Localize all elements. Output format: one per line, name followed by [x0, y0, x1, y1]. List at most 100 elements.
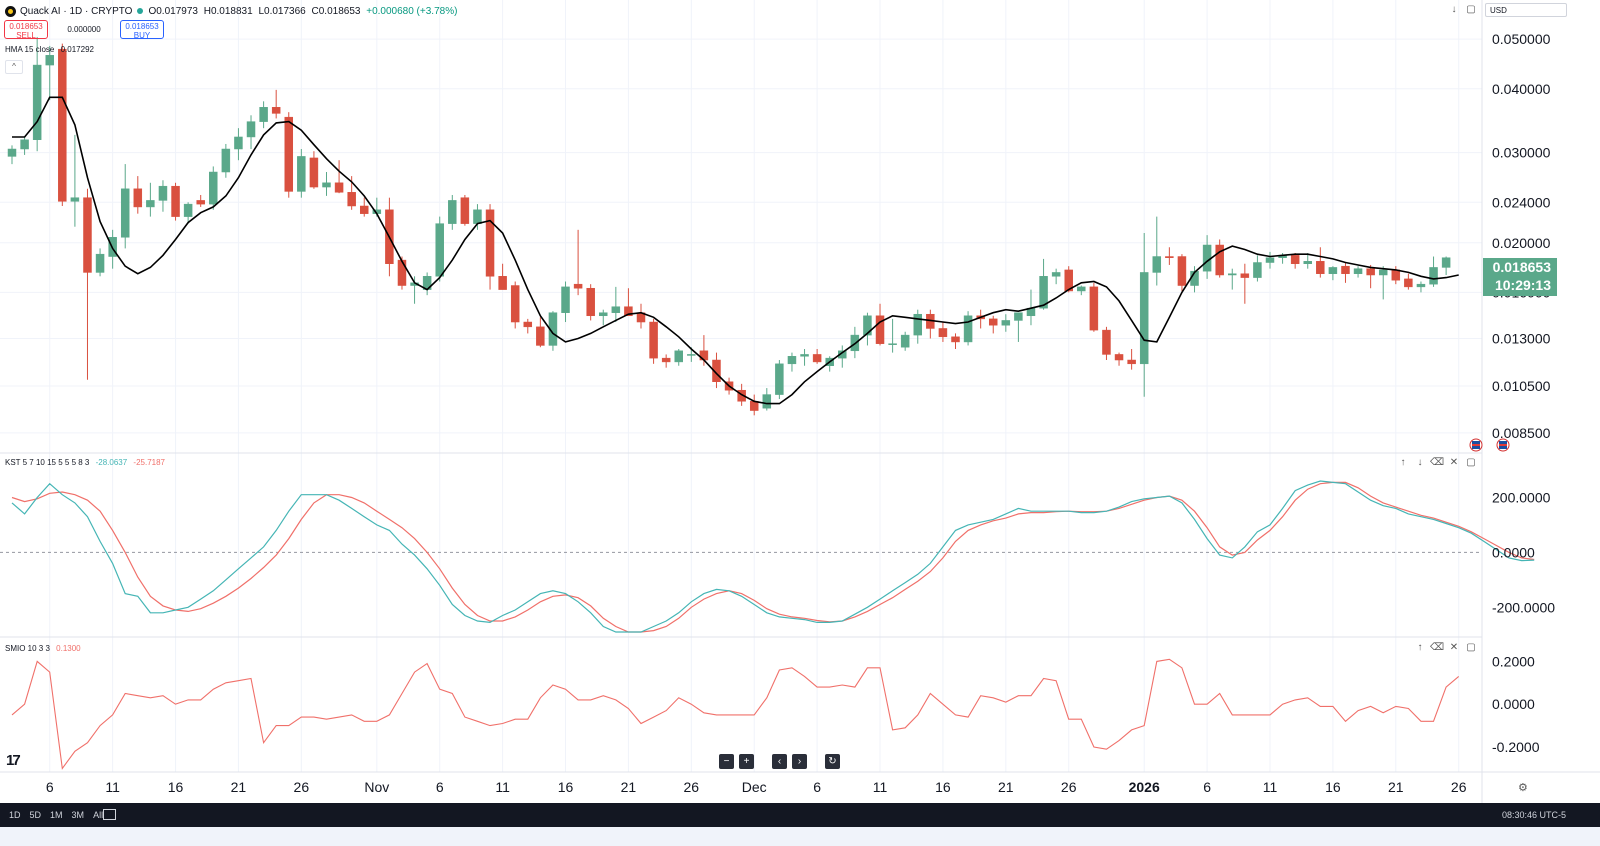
sell-button[interactable]: 0.018653 SELL — [4, 20, 48, 40]
candle-body — [951, 336, 960, 343]
settings-gear-icon[interactable]: ⚙ — [1518, 782, 1528, 794]
candle — [1328, 266, 1338, 281]
candle-body — [1001, 320, 1011, 326]
candle-body — [234, 136, 243, 150]
candle — [775, 360, 784, 400]
candle-body — [158, 185, 168, 201]
candle — [70, 134, 80, 227]
hma-label: HMA 15 close — [5, 45, 55, 54]
candle — [1228, 268, 1237, 290]
candle-body — [888, 343, 897, 345]
candle — [913, 309, 923, 344]
candle-body — [397, 259, 407, 286]
candle — [850, 326, 860, 359]
collapse-icon[interactable]: ✕ — [1449, 642, 1459, 653]
reset-chart-icon[interactable]: ↻ — [825, 754, 840, 769]
move-up-icon[interactable]: ↑ — [1400, 457, 1406, 468]
candle — [523, 318, 533, 334]
move-down-icon[interactable]: ↓ — [1451, 4, 1457, 15]
candle-body — [712, 359, 721, 383]
smio-pane — [11, 658, 1460, 770]
candle — [548, 311, 558, 351]
range-button-3m[interactable]: 3M — [71, 810, 85, 820]
candle — [448, 194, 457, 230]
zoom-in-icon[interactable]: + — [739, 754, 754, 769]
range-button-5d[interactable]: 5D — [29, 810, 42, 820]
hma-value: 0.017292 — [60, 45, 94, 54]
range-button-1d[interactable]: 1D — [9, 810, 21, 820]
zoom-scroll-controls: − + ‹ › ↻ — [719, 754, 840, 769]
candle — [1114, 352, 1124, 366]
candle-body — [1328, 267, 1338, 274]
time-tick-label: 6 — [1203, 779, 1211, 795]
candle — [536, 317, 545, 348]
move-down-icon[interactable]: ↓ — [1417, 457, 1423, 468]
kst-legend[interactable]: KST 5 7 10 15 5 5 5 8 3 -28.0637 -25.718… — [5, 458, 169, 467]
candle — [1215, 239, 1224, 278]
candle — [1404, 273, 1413, 290]
candle — [1378, 266, 1388, 300]
candle-body — [812, 354, 822, 363]
open-value: O0.017973 — [148, 5, 198, 17]
candle — [863, 312, 872, 346]
candle-body — [309, 157, 319, 188]
delete-icon[interactable]: ⌫ — [1430, 457, 1445, 468]
candle — [209, 166, 218, 210]
candle — [460, 194, 470, 226]
smio-tick-label: -0.2000 — [1492, 739, 1540, 755]
candle-body — [284, 116, 294, 192]
range-button-1m[interactable]: 1M — [50, 810, 63, 820]
range-button-all[interactable]: All — [93, 810, 104, 820]
candle — [926, 309, 935, 339]
time-tick-label: 16 — [558, 779, 574, 795]
maximize-icon[interactable]: ▢ — [1466, 4, 1476, 15]
candle-body — [271, 107, 281, 114]
price-axis-labels: 0.050000 0.040000 0.030000 0.024000 0.020000… — [1492, 31, 1555, 755]
candle-body — [863, 315, 872, 336]
candle-body — [1228, 273, 1237, 276]
candle-body — [259, 107, 268, 122]
candle-body — [1265, 257, 1275, 263]
candle-body — [1014, 312, 1023, 321]
candle-body — [58, 48, 67, 202]
candle — [1240, 263, 1250, 304]
us-flag-icon[interactable] — [1496, 438, 1510, 452]
delete-icon[interactable]: ⌫ — [1430, 642, 1445, 653]
candle-body — [1152, 256, 1162, 273]
candle-body — [498, 276, 507, 290]
scroll-right-icon[interactable]: › — [792, 754, 807, 769]
smio-legend[interactable]: SMIO 10 3 3 0.1300 — [5, 644, 85, 653]
candle — [171, 182, 180, 221]
hma-legend[interactable]: HMA 15 close 0.017292 — [5, 45, 98, 54]
candle-body — [963, 315, 973, 343]
maximize-icon[interactable]: ▢ — [1466, 457, 1476, 468]
collapse-legend-button[interactable]: ^ — [5, 60, 23, 74]
market-status-icon — [137, 8, 144, 14]
calendar-icon[interactable] — [103, 809, 116, 820]
currency-select[interactable]: USD — [1485, 3, 1567, 17]
time-tick-label: 21 — [998, 779, 1014, 795]
tradingview-logo-icon[interactable]: 17 — [6, 752, 21, 769]
candle-body — [246, 121, 256, 138]
main-pane-controls: ↓ ▢ — [1447, 3, 1478, 17]
smio-value: 0.1300 — [56, 644, 81, 653]
clock[interactable]: 08:30:46 UTC-5 — [1501, 810, 1566, 820]
zoom-out-icon[interactable]: − — [719, 754, 734, 769]
candle-body — [749, 401, 759, 411]
scroll-left-icon[interactable]: ‹ — [772, 754, 787, 769]
candle — [83, 188, 92, 380]
move-up-icon[interactable]: ↑ — [1417, 642, 1423, 653]
us-flag-icon[interactable] — [1469, 438, 1483, 452]
kst-label: KST 5 7 10 15 5 5 5 8 3 — [5, 458, 90, 467]
kst-tick-label: 0.0000 — [1492, 544, 1535, 560]
buy-button[interactable]: 0.018653 BUY — [120, 20, 164, 40]
collapse-icon[interactable]: ✕ — [1449, 457, 1459, 468]
maximize-icon[interactable]: ▢ — [1466, 642, 1476, 653]
trade-panel: 0.018653 SELL 0.000000 0.018653 BUY — [4, 20, 164, 40]
time-tick-label: 16 — [935, 779, 951, 795]
candle — [938, 322, 948, 342]
candle — [1366, 264, 1375, 289]
symbol-title[interactable]: Quack AI · 1D · CRYPTO — [20, 5, 133, 17]
candle-body — [838, 350, 847, 359]
